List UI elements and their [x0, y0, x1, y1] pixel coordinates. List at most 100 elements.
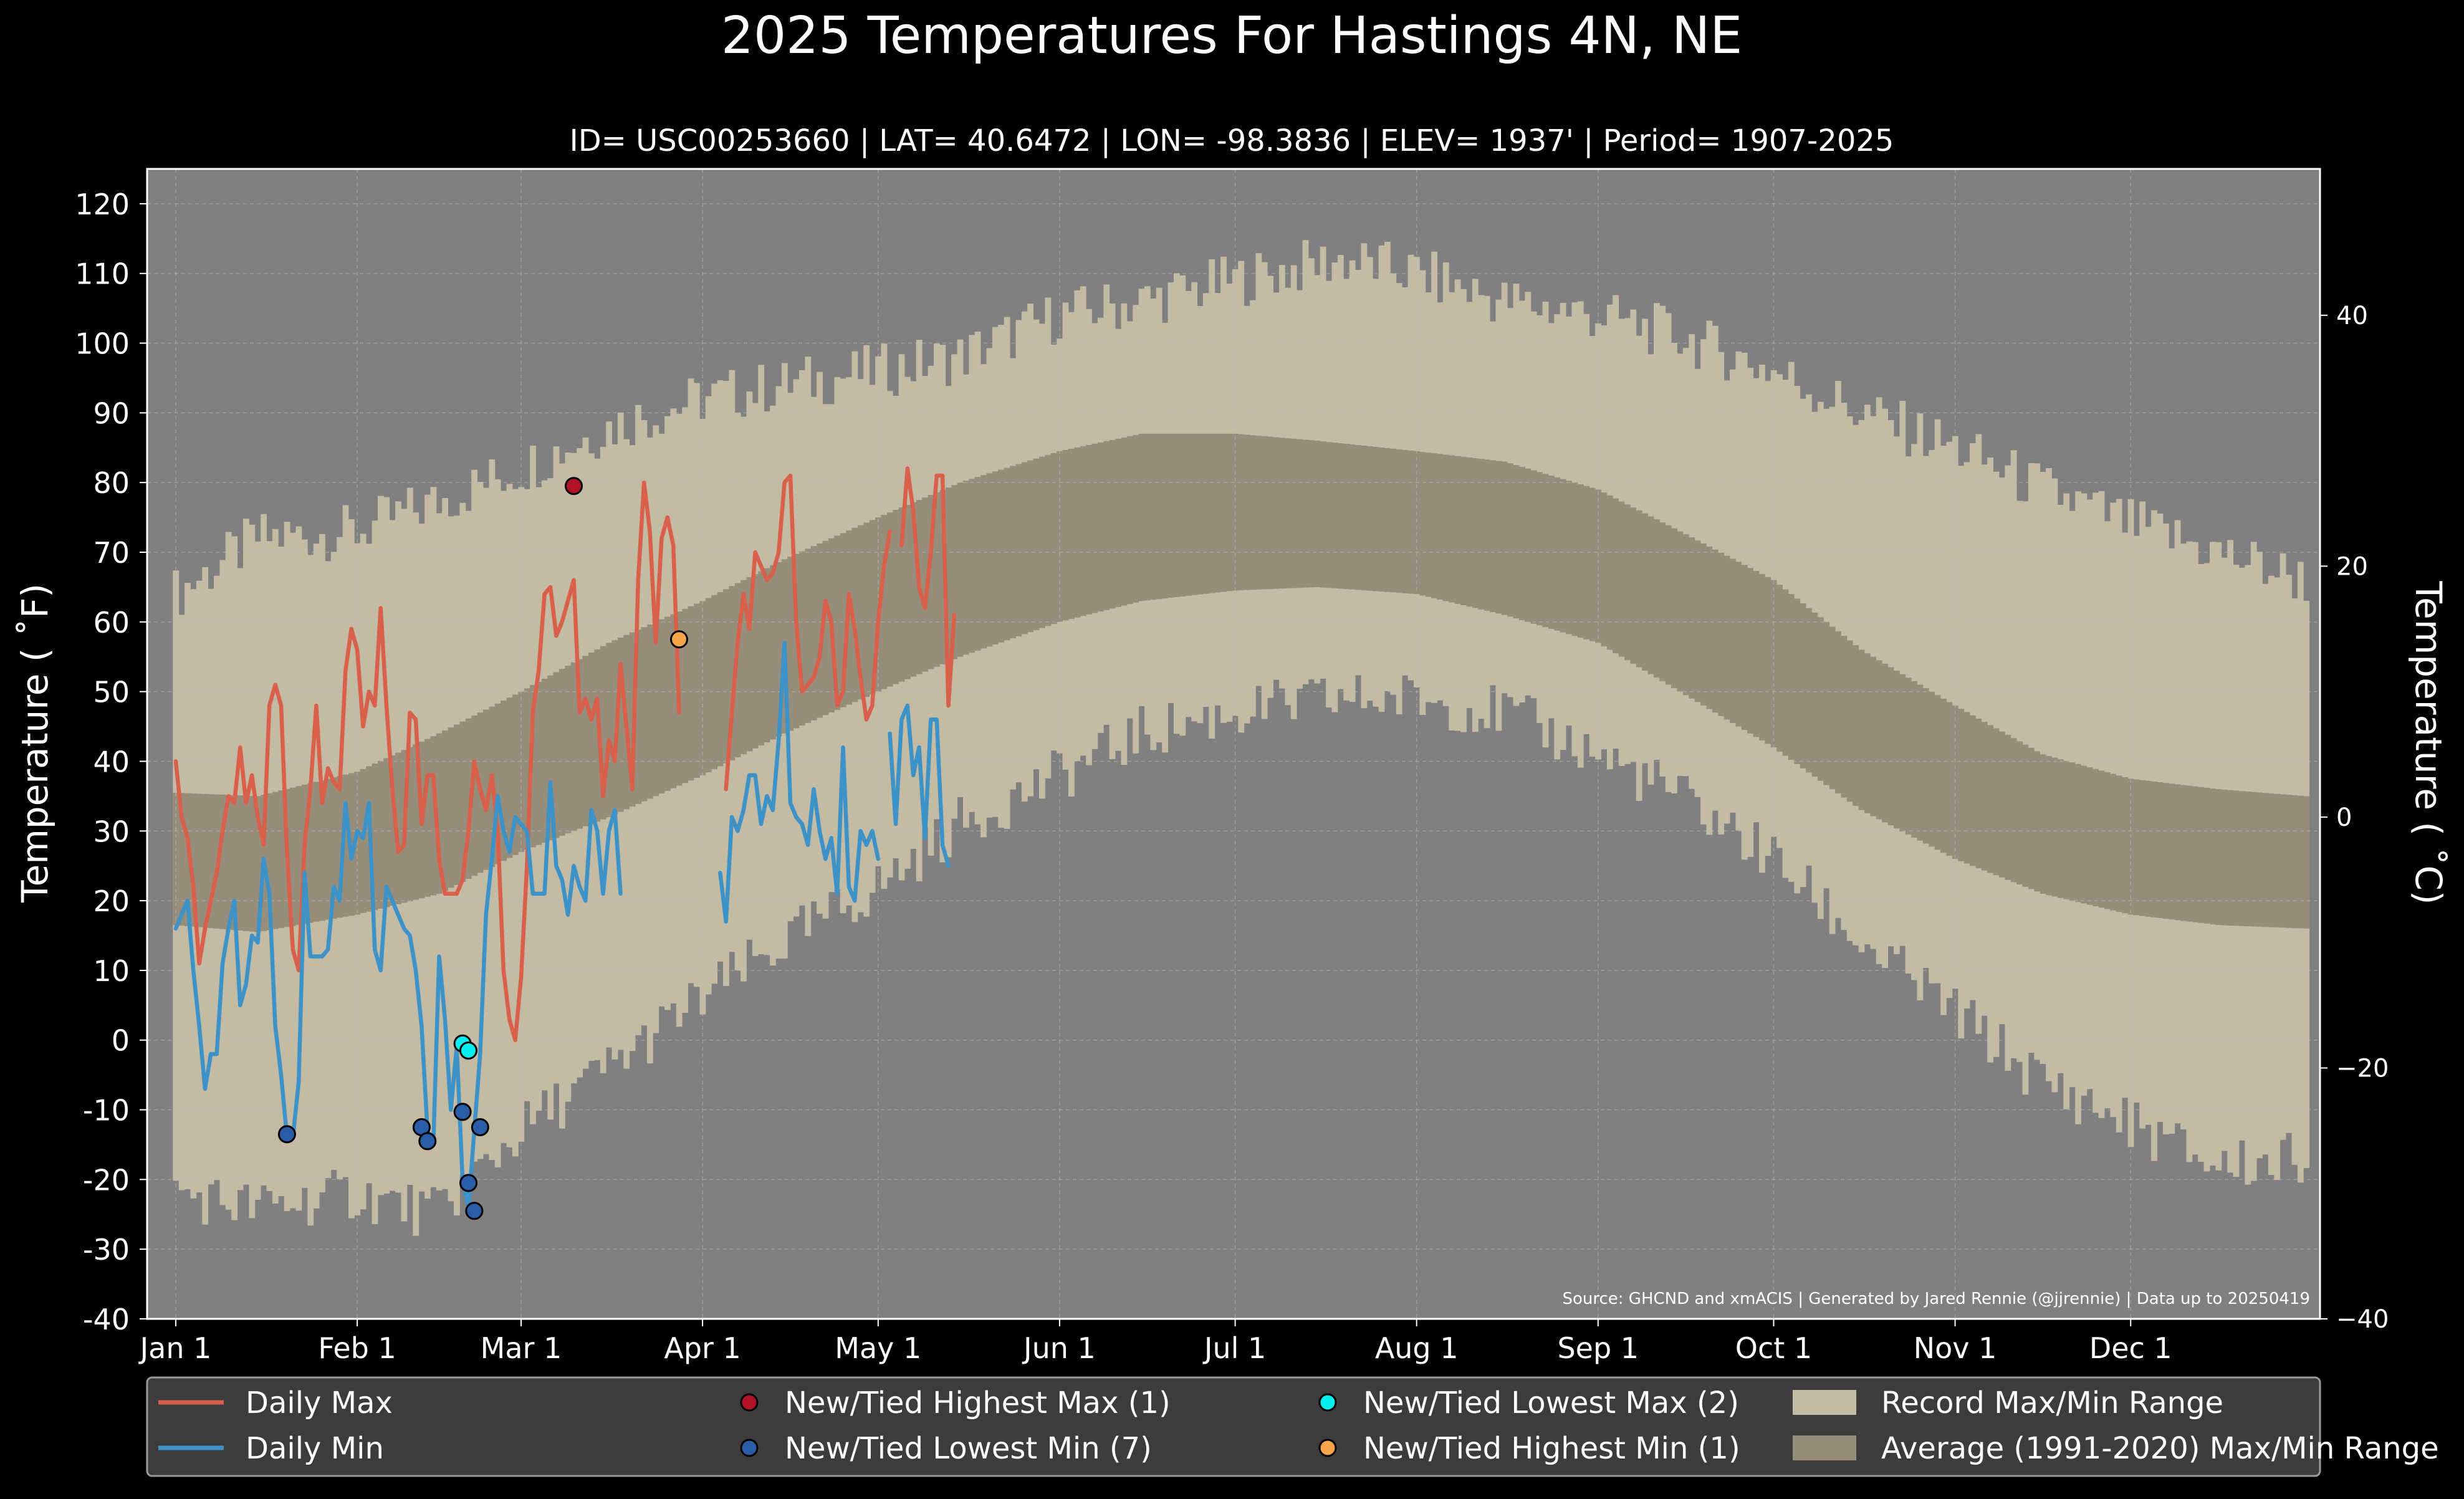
normal-range-bar — [1747, 568, 1753, 734]
normal-range-bar — [389, 755, 396, 906]
normal-range-bar — [1595, 489, 1601, 643]
normal-range-bar — [1654, 519, 1660, 678]
x-tick-label: Feb 1 — [318, 1331, 396, 1365]
normal-range-bar — [1922, 688, 1929, 844]
y-tick-label: 120 — [75, 188, 130, 221]
normal-range-bar — [670, 614, 677, 788]
normal-range-bar — [1419, 452, 1426, 596]
daily-max-line — [173, 466, 957, 1042]
normal-range-bar — [208, 794, 214, 929]
normal-range-bar — [635, 630, 641, 804]
y-tick-label: 110 — [75, 257, 130, 291]
normal-range-bar — [319, 780, 325, 921]
normal-range-bar — [957, 482, 964, 657]
normal-range-bar — [1015, 464, 1022, 636]
normal-range-bar — [2174, 784, 2181, 921]
normal-range-bar — [1326, 442, 1332, 588]
normal-range-bar — [1999, 731, 2005, 878]
normal-range-bar — [1156, 433, 1162, 600]
normal-range-bar — [1853, 645, 1859, 806]
normal-range-bar — [1694, 540, 1701, 702]
normal-range-bar — [729, 586, 736, 760]
normal-range-bar — [893, 510, 899, 684]
chart-title: 2025 Temperatures For Hastings 4N, NE — [721, 6, 1742, 65]
normal-range-bar — [863, 522, 870, 697]
lowest-min-marker — [418, 1132, 437, 1151]
normal-range-bar — [1782, 589, 1789, 756]
record-range-bar — [1899, 401, 1906, 946]
normal-range-bar — [1735, 562, 1742, 727]
normal-range-bar — [1238, 434, 1245, 591]
normal-range-bar — [1091, 443, 1098, 613]
y2-axis-label: Temperature ( ˚C) — [2407, 580, 2450, 904]
chart-subtitle: ID= USC00253660 | LAT= 40.6472 | LON= -9… — [570, 123, 1894, 158]
normal-range-bar — [2046, 755, 2052, 896]
normal-range-bar — [1823, 621, 1830, 785]
plot-area: -40 -30 -20 -10 0 10 20 30 40 50 60 70 80 90 100 110 120… — [75, 168, 2389, 1365]
normal-range-bar — [934, 492, 940, 667]
normal-range-bar — [1776, 585, 1783, 752]
normal-range-bar — [1554, 477, 1561, 631]
normal-range-bar — [1121, 437, 1128, 606]
normal-range-bar — [705, 598, 712, 772]
normal-range-bar — [501, 701, 507, 861]
source-note: Source: GHCND and xmACIS | Generated by … — [1562, 1290, 2310, 1308]
normal-range-bar — [524, 688, 530, 850]
normal-range-bar — [1209, 433, 1215, 593]
x-tick-label: Nov 1 — [1914, 1331, 1997, 1365]
normal-range-bar — [1226, 433, 1233, 591]
x-tick-label: Mar 1 — [481, 1331, 562, 1365]
normal-range-bar — [658, 619, 665, 794]
normal-range-bar — [483, 709, 489, 870]
normal-range-bar — [471, 716, 477, 876]
normal-range-bar — [1449, 455, 1455, 603]
highest-max-marker — [565, 477, 583, 496]
normal-range-bar — [1490, 460, 1496, 613]
y-tick-label: -20 — [83, 1163, 130, 1197]
normal-range-bar — [910, 502, 917, 677]
normal-range-bar — [1115, 438, 1121, 607]
y2-tick-label: −40 — [2336, 1305, 2389, 1334]
y-tick-label: -40 — [83, 1303, 130, 1336]
normal-range-bar — [582, 656, 589, 826]
legend-item-label: Daily Max — [246, 1386, 393, 1420]
normal-range-bar — [588, 653, 595, 825]
normal-range-bar — [1613, 498, 1619, 654]
normal-range-bar — [1975, 718, 1982, 868]
normal-range-bar — [2198, 787, 2204, 923]
normal-range-bar — [1302, 439, 1309, 588]
normal-range-bar — [378, 760, 384, 909]
normal-range-bar — [840, 533, 846, 707]
normal-range-bar — [1618, 501, 1625, 657]
normal-range-bar — [1741, 565, 1748, 730]
normal-range-bar — [764, 568, 770, 743]
normal-range-bar — [2005, 735, 2011, 880]
normal-range-bar — [2081, 765, 2088, 904]
normal-range-bar — [1414, 451, 1420, 595]
normal-range-bar — [2028, 747, 2035, 889]
normal-range-bar — [372, 764, 378, 911]
normal-range-bar — [1366, 446, 1373, 591]
normal-range-bar — [1765, 577, 1771, 744]
x-tick-label: May 1 — [835, 1331, 921, 1365]
normal-range-bar — [2022, 744, 2029, 887]
normal-range-bar — [413, 744, 419, 900]
normal-range-bar — [1167, 433, 1174, 598]
normal-range-bar — [1244, 434, 1250, 590]
normal-range-bar — [1636, 510, 1642, 668]
normal-range-bar — [939, 490, 946, 664]
normal-range-bar — [951, 485, 957, 659]
normal-range-bar — [963, 481, 969, 655]
normal-range-bar — [2104, 772, 2111, 909]
x-tick-label: Jun 1 — [1022, 1331, 1096, 1365]
normal-range-bar — [787, 557, 794, 731]
normal-range-bar — [1220, 433, 1227, 592]
normal-range-bar — [2245, 791, 2251, 927]
normal-range-bar — [2127, 778, 2134, 915]
normal-range-bar — [518, 691, 525, 852]
normal-range-bar — [196, 793, 203, 927]
normal-range-bar — [2291, 795, 2298, 929]
normal-range-bar — [1730, 558, 1736, 723]
normal-range-bar — [1501, 461, 1508, 615]
